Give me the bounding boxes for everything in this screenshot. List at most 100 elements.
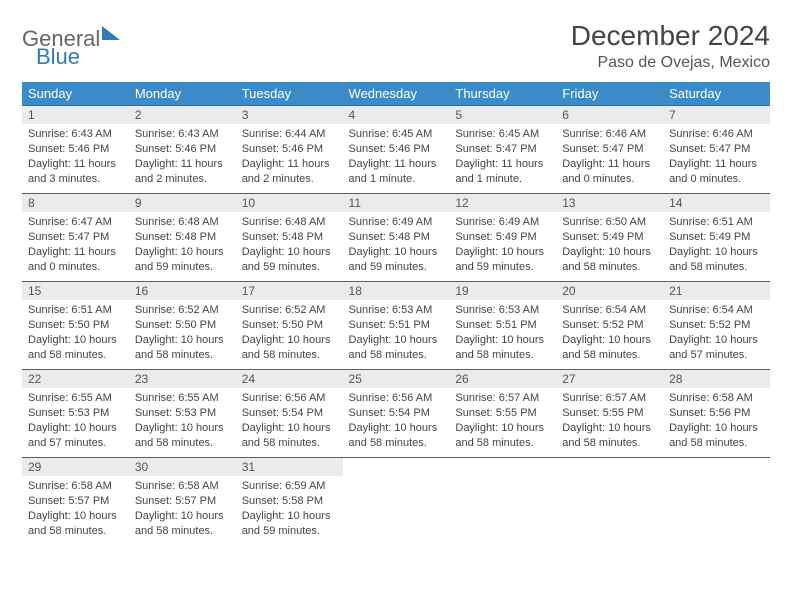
calendar-cell: 9Sunrise: 6:48 AMSunset: 5:48 PMDaylight… bbox=[129, 193, 236, 281]
sunrise-line: Sunrise: 6:57 AM bbox=[455, 391, 550, 406]
calendar-table: SundayMondayTuesdayWednesdayThursdayFrid… bbox=[22, 82, 770, 545]
day-body: Sunrise: 6:51 AMSunset: 5:49 PMDaylight:… bbox=[663, 212, 770, 280]
sunset-line: Sunset: 5:55 PM bbox=[455, 406, 550, 421]
sunrise-line: Sunrise: 6:52 AM bbox=[135, 303, 230, 318]
sunrise-line: Sunrise: 6:57 AM bbox=[562, 391, 657, 406]
sunrise-line: Sunrise: 6:45 AM bbox=[455, 127, 550, 142]
sunrise-line: Sunrise: 6:48 AM bbox=[242, 215, 337, 230]
calendar-cell: 4Sunrise: 6:45 AMSunset: 5:46 PMDaylight… bbox=[343, 105, 450, 193]
daylight-line2: and 58 minutes. bbox=[135, 524, 230, 539]
sunrise-line: Sunrise: 6:44 AM bbox=[242, 127, 337, 142]
daylight-line1: Daylight: 10 hours bbox=[242, 421, 337, 436]
day-number: 7 bbox=[663, 105, 770, 124]
day-number: 20 bbox=[556, 281, 663, 300]
calendar-cell: 24Sunrise: 6:56 AMSunset: 5:54 PMDayligh… bbox=[236, 369, 343, 457]
daylight-line1: Daylight: 10 hours bbox=[28, 421, 123, 436]
calendar-row: 8Sunrise: 6:47 AMSunset: 5:47 PMDaylight… bbox=[22, 193, 770, 281]
sunset-line: Sunset: 5:50 PM bbox=[242, 318, 337, 333]
sunset-line: Sunset: 5:54 PM bbox=[349, 406, 444, 421]
sunset-line: Sunset: 5:58 PM bbox=[242, 494, 337, 509]
day-body: Sunrise: 6:52 AMSunset: 5:50 PMDaylight:… bbox=[236, 300, 343, 368]
day-body: Sunrise: 6:55 AMSunset: 5:53 PMDaylight:… bbox=[22, 388, 129, 456]
sunset-line: Sunset: 5:55 PM bbox=[562, 406, 657, 421]
daylight-line2: and 58 minutes. bbox=[135, 436, 230, 451]
calendar-cell: 17Sunrise: 6:52 AMSunset: 5:50 PMDayligh… bbox=[236, 281, 343, 369]
day-number: 6 bbox=[556, 105, 663, 124]
day-body: Sunrise: 6:57 AMSunset: 5:55 PMDaylight:… bbox=[556, 388, 663, 456]
day-number: 1 bbox=[22, 105, 129, 124]
sunrise-line: Sunrise: 6:59 AM bbox=[242, 479, 337, 494]
day-body: Sunrise: 6:52 AMSunset: 5:50 PMDaylight:… bbox=[129, 300, 236, 368]
day-number: 17 bbox=[236, 281, 343, 300]
sunset-line: Sunset: 5:51 PM bbox=[455, 318, 550, 333]
day-body: Sunrise: 6:43 AMSunset: 5:46 PMDaylight:… bbox=[129, 124, 236, 192]
daylight-line1: Daylight: 10 hours bbox=[135, 421, 230, 436]
day-number: 22 bbox=[22, 369, 129, 388]
sunset-line: Sunset: 5:53 PM bbox=[28, 406, 123, 421]
sunset-line: Sunset: 5:54 PM bbox=[242, 406, 337, 421]
calendar-cell bbox=[449, 457, 556, 545]
brand-part2-wrap: Blue bbox=[36, 44, 80, 70]
sunrise-line: Sunrise: 6:49 AM bbox=[349, 215, 444, 230]
day-number: 26 bbox=[449, 369, 556, 388]
day-body: Sunrise: 6:56 AMSunset: 5:54 PMDaylight:… bbox=[236, 388, 343, 456]
daylight-line1: Daylight: 10 hours bbox=[135, 333, 230, 348]
weekday-header: Thursday bbox=[449, 82, 556, 105]
weekday-header: Tuesday bbox=[236, 82, 343, 105]
daylight-line1: Daylight: 10 hours bbox=[242, 333, 337, 348]
calendar-cell: 23Sunrise: 6:55 AMSunset: 5:53 PMDayligh… bbox=[129, 369, 236, 457]
sunset-line: Sunset: 5:46 PM bbox=[242, 142, 337, 157]
calendar-cell: 19Sunrise: 6:53 AMSunset: 5:51 PMDayligh… bbox=[449, 281, 556, 369]
day-body: Sunrise: 6:49 AMSunset: 5:49 PMDaylight:… bbox=[449, 212, 556, 280]
day-number: 19 bbox=[449, 281, 556, 300]
sunset-line: Sunset: 5:52 PM bbox=[669, 318, 764, 333]
day-number: 23 bbox=[129, 369, 236, 388]
daylight-line1: Daylight: 10 hours bbox=[28, 509, 123, 524]
sunset-line: Sunset: 5:48 PM bbox=[242, 230, 337, 245]
day-body: Sunrise: 6:54 AMSunset: 5:52 PMDaylight:… bbox=[556, 300, 663, 368]
daylight-line2: and 59 minutes. bbox=[349, 260, 444, 275]
daylight-line1: Daylight: 11 hours bbox=[455, 157, 550, 172]
day-number: 30 bbox=[129, 457, 236, 476]
brand-part2: Blue bbox=[36, 44, 80, 69]
calendar-cell: 22Sunrise: 6:55 AMSunset: 5:53 PMDayligh… bbox=[22, 369, 129, 457]
calendar-row: 22Sunrise: 6:55 AMSunset: 5:53 PMDayligh… bbox=[22, 369, 770, 457]
day-number: 27 bbox=[556, 369, 663, 388]
calendar-row: 29Sunrise: 6:58 AMSunset: 5:57 PMDayligh… bbox=[22, 457, 770, 545]
day-number: 31 bbox=[236, 457, 343, 476]
brand-triangle-icon bbox=[102, 26, 120, 40]
calendar-cell: 12Sunrise: 6:49 AMSunset: 5:49 PMDayligh… bbox=[449, 193, 556, 281]
day-number: 10 bbox=[236, 193, 343, 212]
calendar-row: 15Sunrise: 6:51 AMSunset: 5:50 PMDayligh… bbox=[22, 281, 770, 369]
sunrise-line: Sunrise: 6:53 AM bbox=[455, 303, 550, 318]
calendar-cell: 27Sunrise: 6:57 AMSunset: 5:55 PMDayligh… bbox=[556, 369, 663, 457]
daylight-line2: and 58 minutes. bbox=[455, 436, 550, 451]
calendar-cell: 13Sunrise: 6:50 AMSunset: 5:49 PMDayligh… bbox=[556, 193, 663, 281]
sunset-line: Sunset: 5:46 PM bbox=[349, 142, 444, 157]
daylight-line2: and 58 minutes. bbox=[562, 260, 657, 275]
sunrise-line: Sunrise: 6:43 AM bbox=[28, 127, 123, 142]
day-body: Sunrise: 6:45 AMSunset: 5:46 PMDaylight:… bbox=[343, 124, 450, 192]
sunset-line: Sunset: 5:48 PM bbox=[349, 230, 444, 245]
daylight-line1: Daylight: 10 hours bbox=[242, 245, 337, 260]
sunrise-line: Sunrise: 6:50 AM bbox=[562, 215, 657, 230]
day-number: 4 bbox=[343, 105, 450, 124]
daylight-line2: and 58 minutes. bbox=[242, 348, 337, 363]
day-number: 13 bbox=[556, 193, 663, 212]
daylight-line2: and 0 minutes. bbox=[28, 260, 123, 275]
calendar-cell bbox=[343, 457, 450, 545]
daylight-line1: Daylight: 11 hours bbox=[562, 157, 657, 172]
calendar-cell: 11Sunrise: 6:49 AMSunset: 5:48 PMDayligh… bbox=[343, 193, 450, 281]
sunrise-line: Sunrise: 6:53 AM bbox=[349, 303, 444, 318]
day-number: 18 bbox=[343, 281, 450, 300]
sunrise-line: Sunrise: 6:45 AM bbox=[349, 127, 444, 142]
daylight-line2: and 59 minutes. bbox=[455, 260, 550, 275]
sunset-line: Sunset: 5:46 PM bbox=[135, 142, 230, 157]
calendar-cell: 29Sunrise: 6:58 AMSunset: 5:57 PMDayligh… bbox=[22, 457, 129, 545]
daylight-line2: and 58 minutes. bbox=[455, 348, 550, 363]
calendar-cell: 25Sunrise: 6:56 AMSunset: 5:54 PMDayligh… bbox=[343, 369, 450, 457]
day-number: 14 bbox=[663, 193, 770, 212]
day-body: Sunrise: 6:55 AMSunset: 5:53 PMDaylight:… bbox=[129, 388, 236, 456]
calendar-cell: 16Sunrise: 6:52 AMSunset: 5:50 PMDayligh… bbox=[129, 281, 236, 369]
daylight-line2: and 57 minutes. bbox=[669, 348, 764, 363]
